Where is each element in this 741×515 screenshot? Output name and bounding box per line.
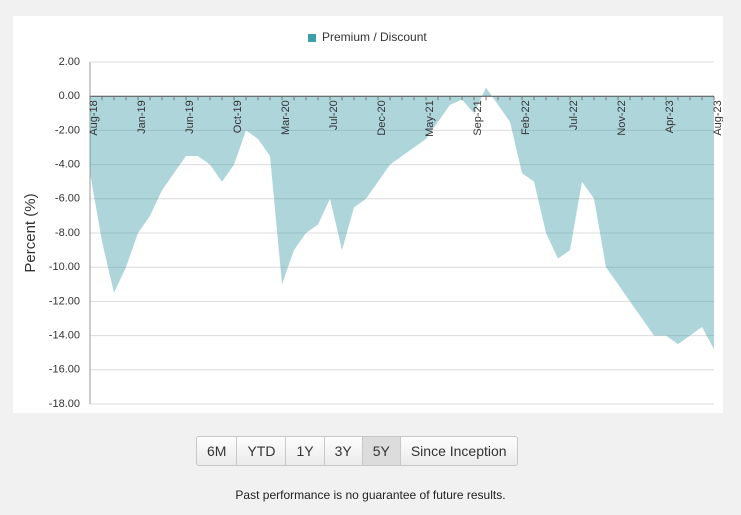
x-tick-label: Mar-20 [280, 100, 292, 135]
y-tick-label: -2.00 [55, 124, 80, 136]
chart: -18.00 -16.00 -14.00 -12.00 -10.00 -8.00 -6.00… [13, 16, 723, 413]
x-tick-label: Dec-20 [376, 100, 388, 135]
area [90, 87, 714, 350]
x-tick-label: Jan-19 [136, 100, 148, 134]
range-button[interactable]: YTD [236, 436, 287, 466]
legend-swatch [308, 34, 316, 42]
x-tick-label: Apr-23 [664, 100, 676, 133]
y-tick-label: -12.00 [49, 295, 80, 307]
range-buttons: 6M YTD 1Y 3Y 5Y Since Inception [196, 436, 518, 466]
y-tick-label: -18.00 [49, 398, 80, 410]
y-tick-label: -8.00 [55, 227, 80, 239]
x-tick-label: May-21 [424, 100, 436, 137]
x-tick-label: Jul-22 [568, 100, 580, 130]
y-tick-label: 0.00 [59, 90, 80, 102]
range-button[interactable]: 5Y [361, 436, 401, 466]
x-tick-label: Sep-21 [472, 100, 484, 135]
y-tick-label: -14.00 [49, 330, 80, 342]
x-tick-label: Jul-20 [328, 100, 340, 130]
y-tick-label: -6.00 [55, 193, 80, 205]
y-tick-label: -16.00 [49, 364, 80, 376]
y-tick-label: 2.00 [59, 56, 80, 68]
range-button[interactable]: 1Y [285, 436, 325, 466]
x-tick-label: Aug-18 [88, 100, 100, 135]
range-button[interactable]: 6M [196, 436, 238, 466]
legend-label: Premium / Discount [322, 30, 427, 44]
x-tick-label: Oct-19 [232, 100, 244, 133]
x-tick-label: Aug-23 [712, 100, 723, 135]
range-button[interactable]: 3Y [323, 436, 363, 466]
x-tick-label: Jun-19 [184, 100, 196, 134]
footer-note: Past performance is no guarantee of futu… [235, 488, 506, 502]
y-tick-label: -4.00 [55, 159, 80, 171]
x-tick-label: Nov-22 [616, 100, 628, 135]
y-tick-label: -10.00 [49, 261, 80, 273]
x-tick-label: Feb-22 [520, 100, 532, 135]
range-button[interactable]: Since Inception [399, 436, 518, 466]
y-axis-label: Percent (%) [22, 193, 39, 272]
